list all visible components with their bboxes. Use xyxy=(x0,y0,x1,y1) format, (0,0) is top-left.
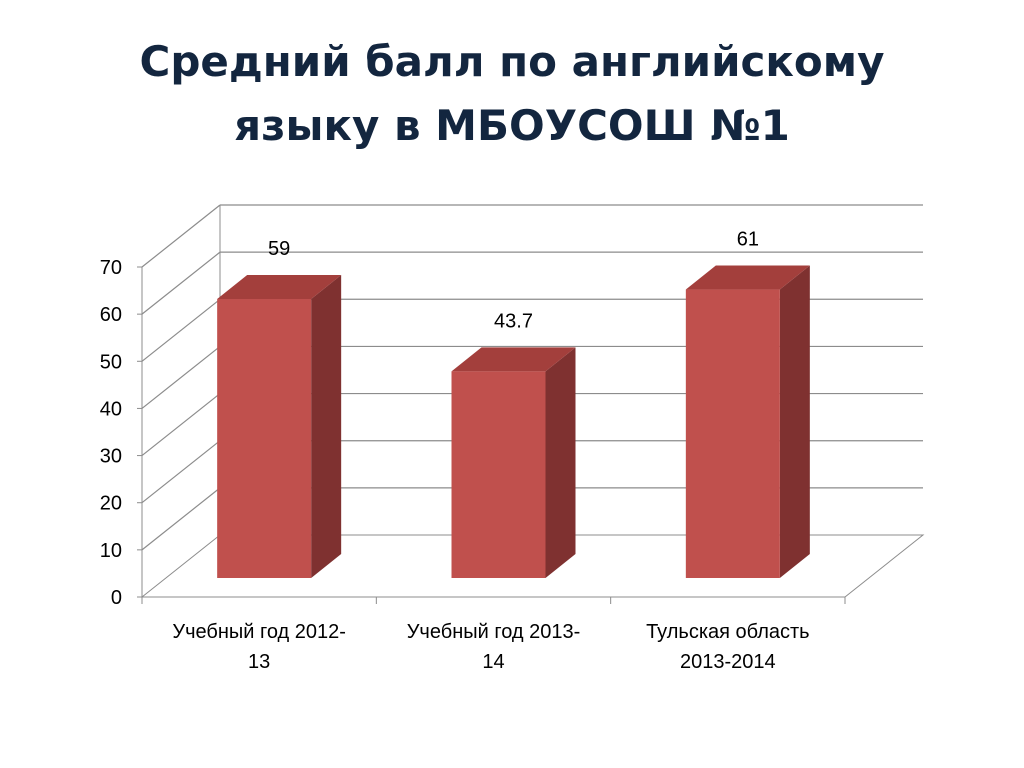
gridline-side xyxy=(141,345,221,409)
bar xyxy=(685,289,780,578)
bar-top xyxy=(217,275,342,300)
y-tick-label: 60 xyxy=(100,304,122,326)
gridline-side xyxy=(141,204,221,268)
y-tick-label: 70 xyxy=(100,257,122,279)
x-tick-label: Тульская область 2013-2014 xyxy=(646,621,810,673)
y-tick-label: 10 xyxy=(100,540,122,562)
gridline-side xyxy=(141,487,221,551)
bar-side xyxy=(311,275,342,578)
x-tick-label-line: Тульская область xyxy=(646,621,810,643)
bar xyxy=(217,299,312,578)
data-label: 61 xyxy=(737,229,759,251)
gridline-side xyxy=(141,298,221,362)
page-title: Средний балл по английскому языку в МБОУ… xyxy=(40,30,984,158)
y-tick-label: 20 xyxy=(100,493,122,515)
bar-top xyxy=(685,265,810,290)
data-label: 43.7 xyxy=(494,310,533,332)
x-tick-label: Учебный год 2012- 13 xyxy=(172,621,346,673)
bar-side xyxy=(779,265,810,578)
chart-axes: 0 10 20 30 40 50 60 70 xyxy=(100,257,846,609)
bar-side xyxy=(545,347,576,578)
x-tick-label-line: 13 xyxy=(248,651,270,673)
x-tick-label-line: 2013-2014 xyxy=(680,651,776,673)
gridline-side xyxy=(141,440,221,504)
bar xyxy=(451,371,546,578)
y-tick-label: 40 xyxy=(100,398,122,420)
chart-bars xyxy=(217,265,810,578)
y-tick-label: 30 xyxy=(100,446,122,468)
y-tick-label: 50 xyxy=(100,351,122,373)
bar-top xyxy=(451,347,576,372)
data-label: 59 xyxy=(268,238,290,260)
x-tick-label-line: Учебный год 2013- xyxy=(407,621,581,643)
x-tick-label-line: 14 xyxy=(482,651,504,673)
x-tick-label-line: Учебный год 2012- xyxy=(172,621,346,643)
page-title-line-1: Средний балл по английскому xyxy=(139,37,885,86)
page-title-line-2: языку в МБОУСОШ №1 xyxy=(234,101,790,150)
gridline-side xyxy=(141,251,221,315)
y-tick-label: 0 xyxy=(111,587,122,609)
chart-labels: 59 Учебный год 2012- 13 43.7 Учебный год 201… xyxy=(172,229,809,673)
gridline-side xyxy=(141,393,221,457)
x-tick-label: Учебный год 2013- 14 xyxy=(407,621,581,673)
